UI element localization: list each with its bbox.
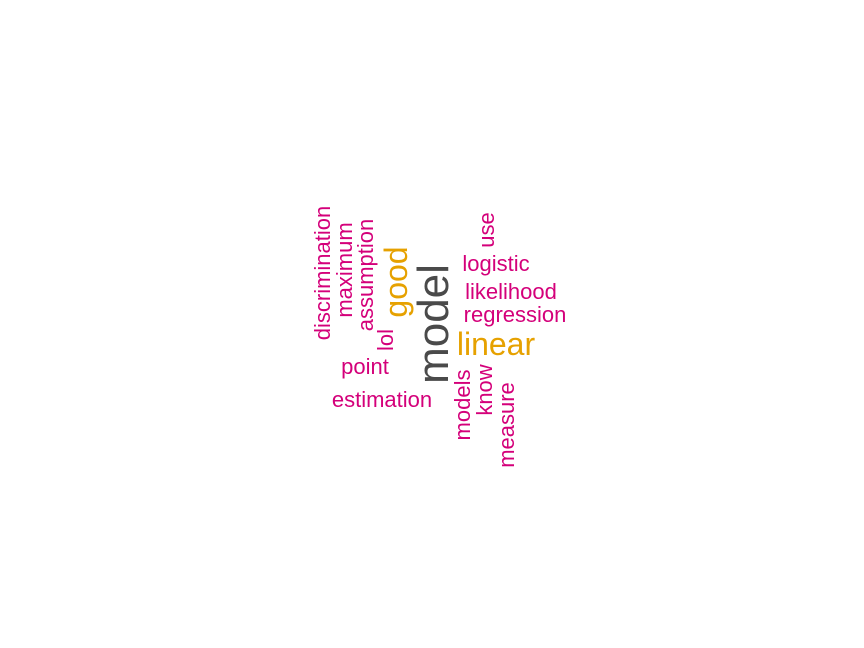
word-use: use xyxy=(474,212,499,248)
word-discrimination: discrimination xyxy=(310,205,335,341)
word-models: models xyxy=(450,369,475,441)
word-know: know xyxy=(472,364,497,416)
word-likelihood: likelihood xyxy=(465,279,557,304)
word-good: good xyxy=(378,246,414,318)
word-assumption: assumption xyxy=(353,218,378,332)
word-point: point xyxy=(341,354,389,379)
word-lol: lol xyxy=(373,328,398,352)
word-linear: linear xyxy=(456,326,536,362)
word-estimation: estimation xyxy=(331,387,433,412)
word-model: model xyxy=(409,264,458,384)
word-regression: regression xyxy=(463,302,567,327)
word-measure: measure xyxy=(494,382,519,468)
word-logistic: logistic xyxy=(462,251,530,276)
